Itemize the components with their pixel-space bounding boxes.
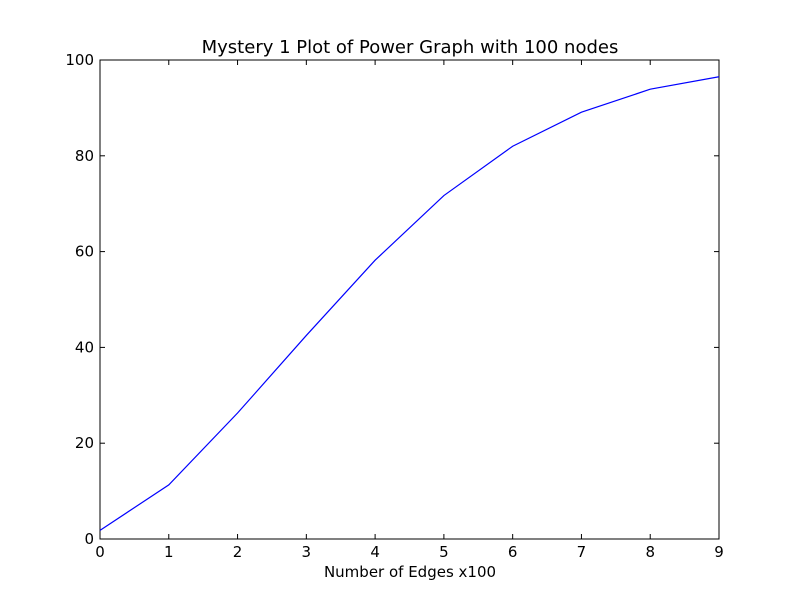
- x-tick-label: 9: [714, 543, 724, 561]
- x-tick-label: 3: [302, 543, 312, 561]
- chart-title: Mystery 1 Plot of Power Graph with 100 n…: [202, 37, 619, 58]
- x-axis-ticks: 0 1 2 3 4 5 6 7 8 9: [95, 60, 724, 561]
- series-line: [99, 76, 720, 531]
- y-tick-label: 60: [75, 243, 94, 261]
- series-layer: [99, 76, 720, 531]
- y-tick-label: 40: [75, 338, 94, 356]
- y-tick-label: 0: [84, 530, 94, 548]
- x-tick-label: 8: [645, 543, 655, 561]
- x-axis-label: Number of Edges x100: [324, 563, 496, 581]
- x-tick-label: 6: [508, 543, 518, 561]
- x-tick-label: 2: [233, 543, 243, 561]
- x-tick-label: 4: [370, 543, 380, 561]
- x-tick-label: 0: [95, 543, 105, 561]
- y-tick-label: 100: [65, 51, 94, 69]
- x-tick-label: 1: [164, 543, 174, 561]
- x-tick-label: 7: [577, 543, 587, 561]
- y-tick-label: 80: [75, 147, 94, 165]
- plot-area: [99, 59, 720, 540]
- x-tick-label: 5: [439, 543, 449, 561]
- y-tick-label: 20: [75, 434, 94, 452]
- y-axis-ticks: 0 20 40 60 80 100: [65, 51, 719, 548]
